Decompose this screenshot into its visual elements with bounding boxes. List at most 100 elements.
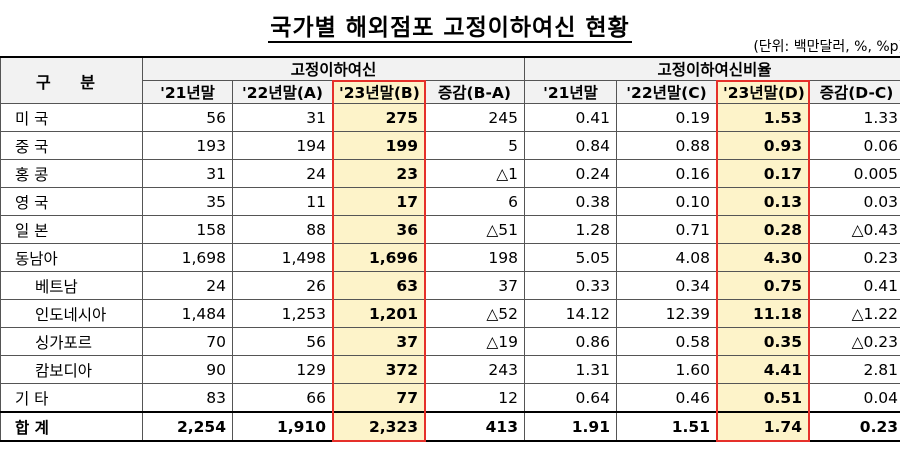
table-row: 싱가포르 70 56 37 △19 0.86 0.58 0.35 △0.23: [0, 327, 900, 356]
loans-cell: 11: [232, 187, 333, 216]
ratio-cell: △0.43: [807, 215, 900, 244]
loans-cell: 158: [142, 215, 233, 244]
ratio-cell: △0.23: [807, 327, 900, 356]
loans-cell: 12: [424, 383, 525, 413]
header-group-ratio: 고정이하여신비율: [523, 56, 900, 81]
table-row: 일 본 158 88 36 △51 1.28 0.71 0.28 △0.43: [0, 215, 900, 244]
loans-cell: 31: [232, 103, 333, 132]
loans-cell: 23: [332, 159, 425, 188]
unit-note: (단위: 백만달러, %, %p): [753, 39, 900, 55]
ratio-cell: 0.03: [807, 187, 900, 216]
ratio-cell: 0.71: [616, 215, 717, 244]
ratio-cell: 0.88: [616, 131, 717, 160]
loans-cell: 24: [142, 271, 233, 300]
total-ratio-cell: 1.74: [716, 411, 809, 442]
header-loans-change: 증감(B-A): [424, 80, 525, 104]
total-loans-cell: 1,910: [232, 411, 333, 442]
ratio-cell: 0.33: [524, 271, 617, 300]
ratio-cell: 0.93: [716, 131, 809, 160]
ratio-cell: 12.39: [616, 299, 717, 328]
ratio-cell: 4.41: [716, 355, 809, 384]
header-loans-22: '22년말(A): [232, 80, 333, 104]
ratio-cell: 1.60: [616, 355, 717, 384]
ratio-cell: 0.06: [807, 131, 900, 160]
row-label: 캄보디아: [0, 355, 143, 384]
ratio-cell: 0.28: [716, 215, 809, 244]
ratio-cell: 5.05: [524, 243, 617, 272]
ratio-cell: 1.31: [524, 355, 617, 384]
ratio-cell: 4.30: [716, 243, 809, 272]
loans-cell: 193: [142, 131, 233, 160]
loans-cell: 1,201: [332, 299, 425, 328]
document-title: 국가별 해외점포 고정이하여신 현황: [268, 15, 632, 43]
ratio-cell: 14.12: [524, 299, 617, 328]
ratio-cell: 0.41: [807, 271, 900, 300]
table-row: 홍 콩 31 24 23 △1 0.24 0.16 0.17 0.005: [0, 159, 900, 188]
loans-cell: 90: [142, 355, 233, 384]
loans-cell: △19: [424, 327, 525, 356]
loans-cell: 129: [232, 355, 333, 384]
total-loans-cell: 413: [424, 411, 525, 442]
ratio-cell: 0.46: [616, 383, 717, 413]
table-body: 미 국 56 31 275 245 0.41 0.19 1.53 1.33 중 국 193 194 19…: [0, 103, 900, 442]
loans-cell: 66: [232, 383, 333, 413]
table-row: 기 타 83 66 77 12 0.64 0.46 0.51 0.04: [0, 383, 900, 413]
loans-cell: △1: [424, 159, 525, 188]
table-row: 중 국 193 194 199 5 0.84 0.88 0.93 0.06: [0, 131, 900, 160]
ratio-cell: 0.84: [524, 131, 617, 160]
ratio-cell: 0.19: [616, 103, 717, 132]
loans-cell: 245: [424, 103, 525, 132]
header-loans-23: '23년말(B): [332, 80, 425, 104]
loans-cell: 17: [332, 187, 425, 216]
loans-cell: 1,498: [232, 243, 333, 272]
row-label: 일 본: [0, 215, 143, 244]
ratio-cell: 0.51: [716, 383, 809, 413]
total-ratio-cell: 0.23: [807, 411, 900, 442]
row-label: 미 국: [0, 103, 143, 132]
ratio-cell: 0.64: [524, 383, 617, 413]
header-gubun: 구 분: [0, 56, 143, 104]
ratio-cell: 0.16: [616, 159, 717, 188]
loans-cell: 36: [332, 215, 425, 244]
loans-cell: 83: [142, 383, 233, 413]
header-ratio-22: '22년말(C): [616, 80, 717, 104]
loans-cell: 5: [424, 131, 525, 160]
row-label: 동남아: [0, 243, 143, 272]
ratio-cell: 11.18: [716, 299, 809, 328]
ratio-cell: 1.28: [524, 215, 617, 244]
total-ratio-cell: 1.91: [524, 411, 617, 442]
loans-cell: 88: [232, 215, 333, 244]
total-label: 합 계: [0, 411, 143, 442]
ratio-cell: 0.38: [524, 187, 617, 216]
ratio-cell: 2.81: [807, 355, 900, 384]
table-row: 영 국 35 11 17 6 0.38 0.10 0.13 0.03: [0, 187, 900, 216]
npl-table: 구 분 고정이하여신 고정이하여신비율 '21년말 '22년말(A) '23년말…: [0, 56, 900, 442]
loans-cell: 1,253: [232, 299, 333, 328]
loans-cell: 37: [332, 327, 425, 356]
table-row: 인도네시아 1,484 1,253 1,201 △52 14.12 12.39 11.18 △1…: [0, 299, 900, 328]
row-label: 인도네시아: [0, 299, 143, 328]
loans-cell: 70: [142, 327, 233, 356]
ratio-cell: 0.04: [807, 383, 900, 413]
loans-cell: 63: [332, 271, 425, 300]
loans-cell: 56: [232, 327, 333, 356]
loans-cell: 6: [424, 187, 525, 216]
loans-cell: 24: [232, 159, 333, 188]
table-row: 베트남 24 26 63 37 0.33 0.34 0.75 0.41: [0, 271, 900, 300]
loans-cell: 1,698: [142, 243, 233, 272]
loans-cell: 1,484: [142, 299, 233, 328]
loans-cell: 199: [332, 131, 425, 160]
row-label: 홍 콩: [0, 159, 143, 188]
header-ratio-23: '23년말(D): [716, 80, 809, 104]
ratio-cell: 0.86: [524, 327, 617, 356]
loans-cell: 1,696: [332, 243, 425, 272]
row-label: 베트남: [0, 271, 143, 300]
ratio-cell: 0.10: [616, 187, 717, 216]
table-row: 동남아 1,698 1,498 1,696 198 5.05 4.08 4.30 0.23: [0, 243, 900, 272]
loans-cell: 31: [142, 159, 233, 188]
ratio-cell: 0.34: [616, 271, 717, 300]
loans-cell: 37: [424, 271, 525, 300]
ratio-cell: 0.005: [807, 159, 900, 188]
total-loans-cell: 2,323: [332, 411, 425, 442]
loans-cell: 26: [232, 271, 333, 300]
